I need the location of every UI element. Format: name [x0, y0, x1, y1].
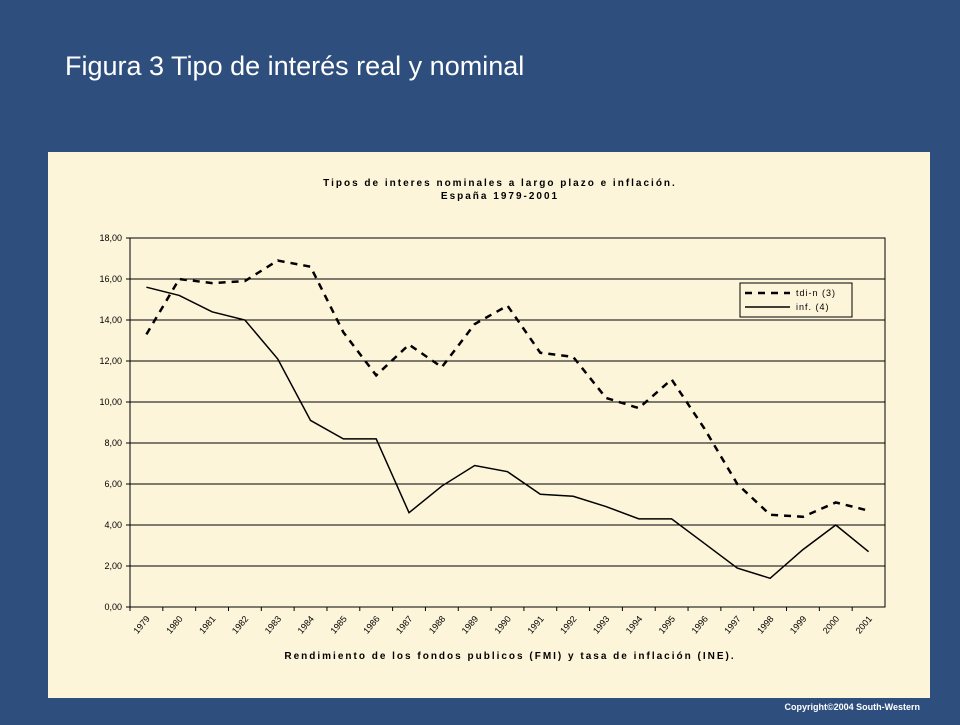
series-line [145, 259, 869, 519]
y-tick-label: 18,00 [99, 233, 122, 243]
series-line [146, 286, 870, 580]
y-tick-label: 6,00 [104, 479, 122, 489]
chart-title: Tipos de interes nominales a largo plazo… [323, 178, 677, 189]
y-tick-label: 12,00 [99, 356, 122, 366]
y-tick-label: 14,00 [99, 315, 122, 325]
legend-label: tdi-n (3) [796, 288, 836, 298]
y-tick-label: 8,00 [104, 438, 122, 448]
y-tick-label: 10,00 [99, 397, 122, 407]
y-tick-label: 0,00 [104, 602, 122, 612]
legend-box [739, 282, 853, 318]
legend-label: inf. (4) [796, 302, 830, 312]
y-tick-label: 4,00 [104, 520, 122, 530]
slide-title: Figura 3 Tipo de interés real y nominal [65, 51, 524, 81]
copyright: Copyright©2004 South-Western [785, 702, 920, 712]
chart-subtitle: España 1979-2001 [441, 191, 559, 202]
x-axis-label: Rendimiento de los fondos publicos (FMI)… [284, 651, 735, 662]
y-tick-label: 2,00 [104, 561, 122, 571]
y-tick-label: 16,00 [99, 274, 122, 284]
